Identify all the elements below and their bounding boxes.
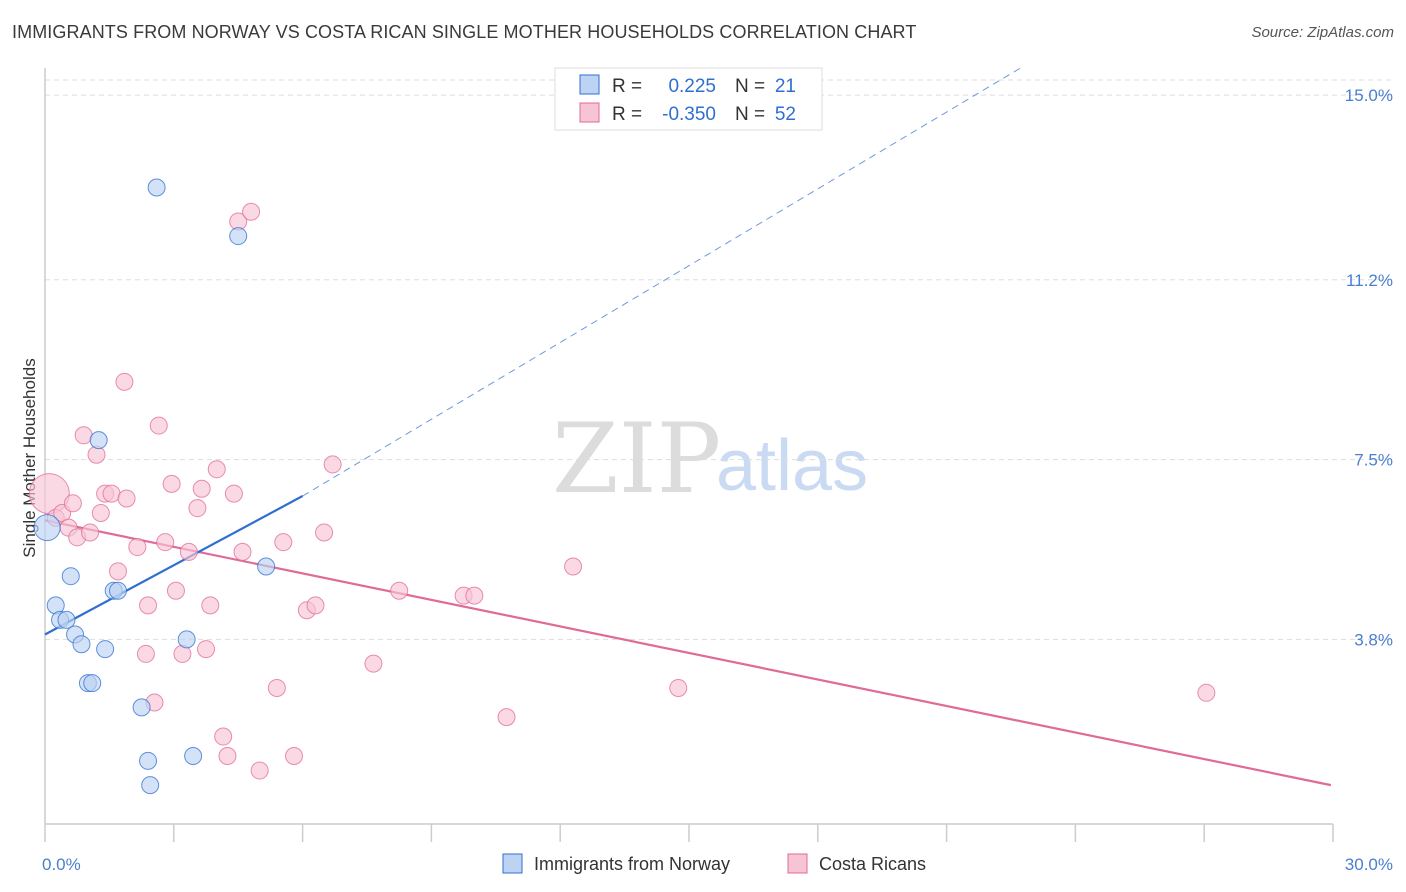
point-norway-8 — [83, 674, 102, 693]
point-costa-rica-48 — [497, 708, 516, 727]
point-costa-rica-28 — [201, 596, 220, 615]
legend-swatch-norway — [579, 74, 600, 95]
point-costa-rica-13 — [115, 372, 134, 391]
x-tick-labels: 0.0% 30.0% — [42, 855, 1393, 874]
point-costa-rica-22 — [166, 581, 185, 600]
point-costa-rica-9 — [91, 504, 110, 523]
y-tick-label-2: 11.2% — [1346, 271, 1393, 290]
y-tick-label-0: 3.8% — [1354, 630, 1393, 649]
trend-norway — [44, 495, 304, 636]
legend-n-value-2: 52 — [775, 104, 796, 125]
trend-costa-rica — [44, 519, 1332, 787]
point-norway-16 — [147, 178, 166, 197]
point-costa-rica-26 — [192, 479, 211, 498]
point-costa-rica-39 — [285, 746, 304, 765]
point-norway-17 — [177, 630, 196, 649]
point-costa-rica-19 — [149, 416, 168, 435]
point-norway-3 — [57, 610, 76, 629]
point-costa-rica-4 — [63, 494, 82, 513]
point-costa-rica-24 — [179, 542, 198, 561]
point-costa-rica-14 — [117, 489, 136, 508]
watermark-atlas: atlas — [716, 426, 868, 506]
point-costa-rica-31 — [218, 746, 237, 765]
point-costa-rica-41 — [306, 596, 325, 615]
legend-n-label-2: N = — [735, 104, 765, 125]
point-costa-rica-30 — [214, 727, 233, 746]
point-costa-rica-17 — [139, 596, 158, 615]
point-costa-rica-44 — [364, 654, 383, 673]
point-costa-rica-47 — [465, 586, 484, 605]
y-tick-labels: 3.8% 7.5% 11.2% 15.0% — [1345, 86, 1393, 649]
legend-r-value-1: 0.225 — [668, 76, 716, 97]
point-costa-rica-32 — [224, 484, 243, 503]
trend-norway-extension — [302, 65, 1025, 497]
point-costa-rica-36 — [250, 761, 269, 780]
point-costa-rica-49 — [564, 557, 583, 576]
legend-n-label-1: N = — [735, 76, 765, 97]
point-costa-rica-7 — [81, 523, 100, 542]
point-norway-20 — [257, 557, 276, 576]
watermark-zip: ZIP — [552, 403, 721, 515]
point-norway-19 — [229, 227, 248, 246]
y-axis-label: Single Mother Households — [20, 358, 39, 557]
point-costa-rica-35 — [242, 202, 261, 221]
point-costa-rica-20 — [156, 533, 175, 552]
point-costa-rica-42 — [315, 523, 334, 542]
x-tick-label-1: 30.0% — [1345, 855, 1393, 874]
bottom-legend: Immigrants from Norway Costa Ricans — [502, 853, 926, 874]
legend-swatch-costa-rica — [579, 102, 600, 123]
point-norway-6 — [72, 635, 91, 654]
source-label: Source: ZipAtlas.com — [1251, 24, 1394, 41]
bottom-legend-costa-rica: Costa Ricans — [819, 854, 926, 874]
point-norway-15 — [141, 776, 160, 795]
point-costa-rica-12 — [108, 562, 127, 581]
bottom-legend-norway: Immigrants from Norway — [534, 854, 730, 874]
point-costa-rica-51 — [1197, 683, 1216, 702]
x-tick-label-0: 0.0% — [42, 855, 81, 874]
data-points — [28, 178, 1216, 795]
legend-n-value-1: 21 — [775, 76, 796, 97]
point-norway-12 — [108, 581, 127, 600]
x-ticks — [44, 824, 1334, 842]
point-norway-14 — [139, 751, 158, 770]
point-norway-9 — [89, 431, 108, 450]
legend-r-value-2: -0.350 — [662, 104, 716, 125]
point-norway-10 — [96, 640, 115, 659]
point-norway-13 — [132, 698, 151, 717]
point-costa-rica-45 — [390, 581, 409, 600]
point-costa-rica-15 — [128, 538, 147, 557]
point-costa-rica-50 — [669, 678, 688, 697]
point-costa-rica-16 — [136, 644, 155, 663]
point-norway-0 — [33, 514, 61, 542]
legend-r-label-1: R = — [612, 76, 642, 97]
chart-title: IMMIGRANTS FROM NORWAY VS COSTA RICAN SI… — [12, 22, 917, 42]
legend-r-label-2: R = — [612, 104, 642, 125]
point-costa-rica-21 — [162, 474, 181, 493]
point-costa-rica-6 — [74, 426, 93, 445]
bottom-legend-swatch-norway — [502, 853, 523, 874]
y-tick-label-3: 15.0% — [1345, 86, 1393, 105]
bottom-legend-swatch-costa-rica — [787, 853, 808, 874]
point-costa-rica-11 — [102, 484, 121, 503]
point-costa-rica-29 — [207, 460, 226, 479]
point-costa-rica-37 — [267, 678, 286, 697]
point-costa-rica-34 — [233, 542, 252, 561]
point-costa-rica-27 — [197, 640, 215, 659]
point-costa-rica-38 — [274, 533, 293, 552]
point-norway-18 — [184, 746, 203, 765]
legend: R = 0.225 N = 21 R = -0.350 N = 52 — [554, 67, 823, 131]
point-costa-rica-43 — [323, 455, 342, 474]
point-costa-rica-25 — [188, 499, 207, 518]
y-tick-label-1: 7.5% — [1354, 451, 1393, 470]
point-norway-4 — [61, 567, 80, 586]
